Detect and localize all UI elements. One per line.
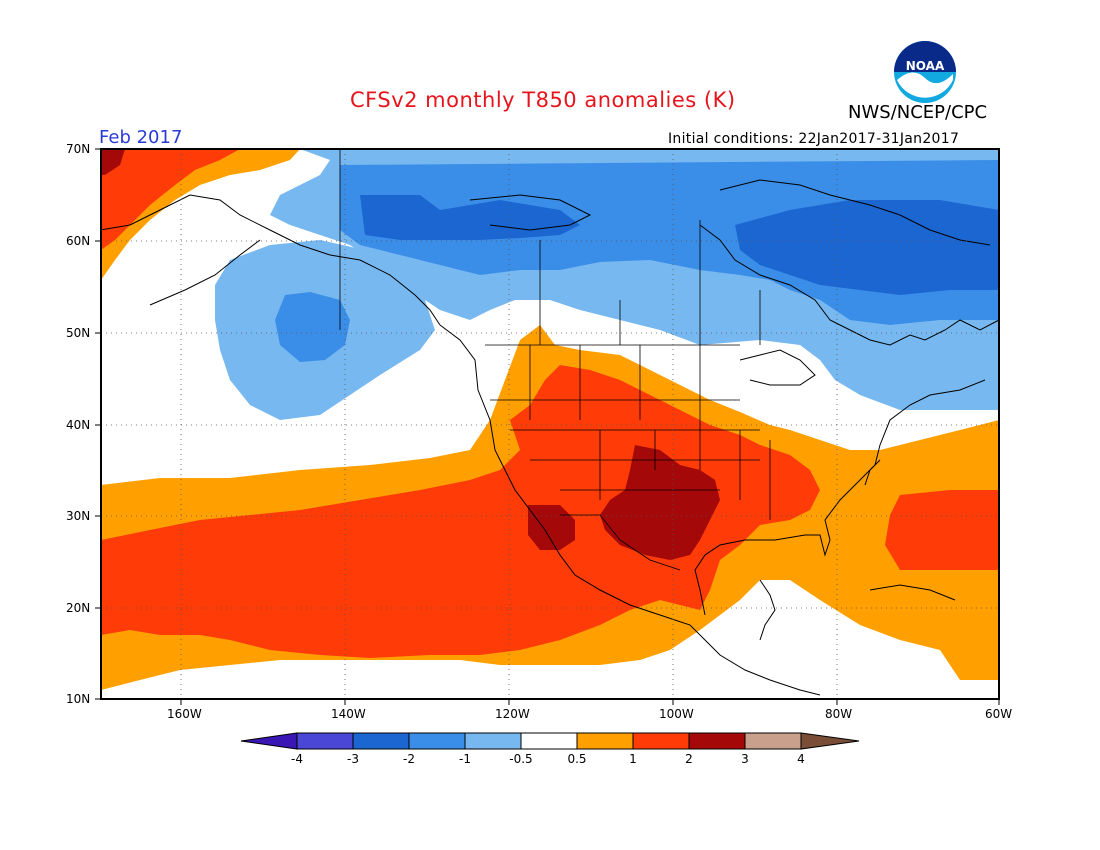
colorbar-swatch bbox=[520, 732, 578, 750]
colorbar-tick-label: -3 bbox=[347, 752, 359, 766]
map-frame bbox=[100, 148, 1000, 700]
colorbar-tick-label: 1 bbox=[629, 752, 637, 766]
lon-label: 80W bbox=[825, 707, 852, 721]
colorbar-swatch bbox=[744, 732, 802, 750]
anomaly-region-pos1-atlantic bbox=[885, 490, 999, 570]
coastlines bbox=[101, 179, 999, 696]
agency-label: NWS/NCEP/CPC bbox=[848, 102, 988, 123]
colorbar-tick-label: -1 bbox=[459, 752, 471, 766]
lon-label: 60W bbox=[985, 707, 1012, 721]
forecast-month: Feb 2017 bbox=[99, 127, 183, 148]
colorbar-swatch bbox=[632, 732, 690, 750]
noaa-logo: NOAA bbox=[894, 41, 956, 103]
colorbar-swatch bbox=[688, 732, 746, 750]
initial-conditions-label: Initial conditions: 22Jan2017-31Jan2017 bbox=[668, 131, 960, 147]
axis-ticks bbox=[95, 148, 1000, 705]
colorbar-tick-label: -2 bbox=[403, 752, 415, 766]
colorbar-tick-label: -0.5 bbox=[509, 752, 532, 766]
colorbar-swatch bbox=[408, 732, 466, 750]
gridlines bbox=[101, 149, 999, 699]
lon-label: 160W bbox=[167, 707, 202, 721]
colorbar-swatch bbox=[296, 732, 354, 750]
logo-text: NOAA bbox=[906, 59, 945, 73]
anomaly-region-pos1 bbox=[101, 365, 820, 658]
colorbar-tick-label: 4 bbox=[797, 752, 805, 766]
latitude-labels: 70N 60N 50N 40N 30N 20N 10N bbox=[66, 142, 90, 706]
anomaly-region-pos2-arctic bbox=[101, 149, 125, 175]
anomaly-region-pos1-arctic bbox=[101, 149, 240, 250]
colorbar-arrow-max bbox=[800, 732, 860, 750]
political-borders bbox=[339, 150, 771, 571]
anomaly-field bbox=[101, 149, 999, 699]
longitude-labels: 160W 140W 120W 100W 80W 60W bbox=[167, 707, 1012, 721]
colorbar: -4 -3 -2 -1 -0.5 0.5 1 2 3 4 bbox=[240, 732, 860, 766]
colorbar-swatch bbox=[576, 732, 634, 750]
anomaly-region-neg3-east bbox=[735, 200, 999, 295]
lat-label: 70N bbox=[66, 142, 90, 156]
lat-label: 60N bbox=[66, 234, 90, 248]
lon-label: 100W bbox=[659, 707, 694, 721]
colorbar-tick-label: 0.5 bbox=[567, 752, 586, 766]
lat-label: 30N bbox=[66, 509, 90, 523]
lat-label: 20N bbox=[66, 601, 90, 615]
lon-label: 120W bbox=[495, 707, 530, 721]
colorbar-tick-label: -4 bbox=[291, 752, 303, 766]
anomaly-region-pos2-west bbox=[528, 505, 575, 550]
map-title: CFSv2 monthly T850 anomalies (K) bbox=[350, 88, 736, 112]
lat-label: 10N bbox=[66, 692, 90, 706]
colorbar-swatch bbox=[352, 732, 410, 750]
colorbar-swatch bbox=[464, 732, 522, 750]
lat-label: 50N bbox=[66, 326, 90, 340]
colorbar-arrow-min bbox=[240, 732, 298, 750]
colorbar-tick-label: 3 bbox=[741, 752, 749, 766]
colorbar-tick-label: 2 bbox=[685, 752, 693, 766]
anomaly-region-neg2-pacific bbox=[275, 292, 350, 362]
lon-label: 140W bbox=[331, 707, 366, 721]
anomaly-region-neg3 bbox=[360, 195, 580, 240]
lat-label: 40N bbox=[66, 418, 90, 432]
anomaly-region-pos2 bbox=[600, 445, 720, 560]
